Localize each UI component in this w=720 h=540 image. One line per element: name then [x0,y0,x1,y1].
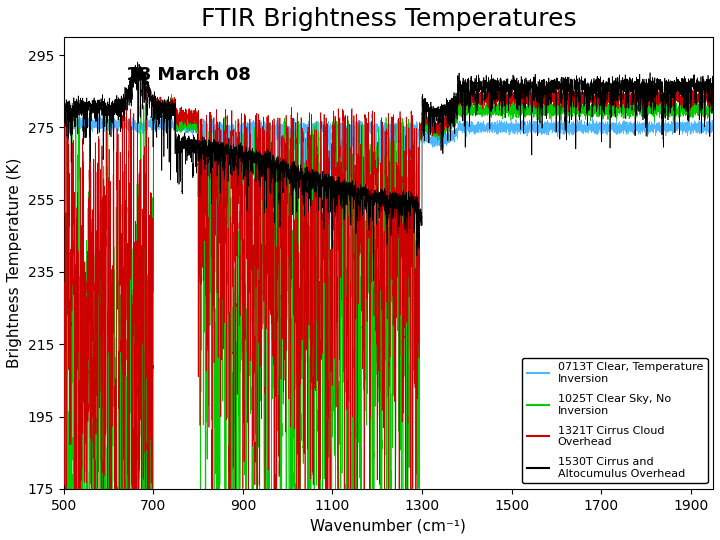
Legend: 0713T Clear, Temperature
Inversion, 1025T Clear Sky, No
Inversion, 1321T Cirrus : 0713T Clear, Temperature Inversion, 1025… [522,358,708,483]
Y-axis label: Brightness Temperature (K): Brightness Temperature (K) [7,158,22,368]
X-axis label: Wavenumber (cm⁻¹): Wavenumber (cm⁻¹) [310,518,467,533]
Text: 18 March 08: 18 March 08 [127,66,251,84]
Title: FTIR Brightness Temperatures: FTIR Brightness Temperatures [201,7,576,31]
